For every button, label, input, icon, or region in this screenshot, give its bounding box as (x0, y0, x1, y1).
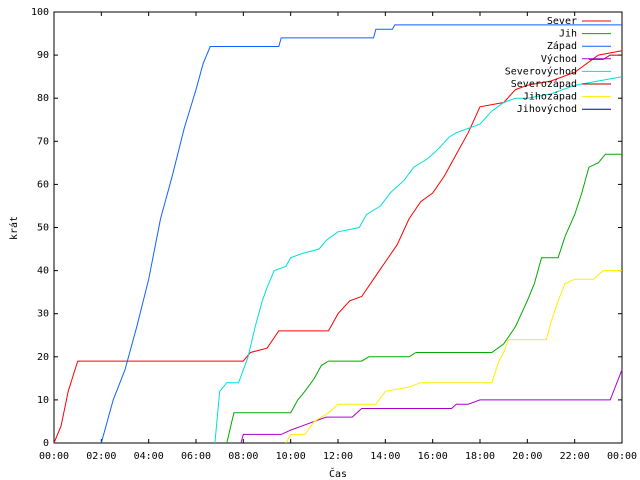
x-tick-label: 02:00 (86, 451, 116, 462)
y-tick-label: 20 (37, 352, 49, 363)
x-tick-label: 20:00 (512, 451, 542, 462)
legend-label: Jihovýchod (517, 103, 577, 115)
legend-label: Sever (547, 16, 577, 27)
series-line-4 (240, 369, 623, 444)
x-tick-label: 08:00 (228, 451, 258, 462)
x-tick-label: 06:00 (181, 451, 211, 462)
x-tick-label: 12:00 (323, 451, 353, 462)
y-tick-label: 100 (31, 7, 49, 18)
series-line-6 (588, 54, 622, 60)
x-tick-label: 04:00 (134, 451, 164, 462)
y-tick-label: 30 (37, 309, 49, 320)
y-tick-labels: 0 10 20 30 40 50 60 70 80 90 100 (31, 7, 49, 449)
series-lines (53, 24, 623, 444)
x-tick-label: 10:00 (276, 451, 306, 462)
legend-label: Jihozápad (523, 91, 577, 103)
x-tick-label: 00:00 (607, 451, 637, 462)
y-tick-label: 50 (37, 223, 49, 234)
y-tick-label: 90 (37, 50, 49, 61)
x-axis-label: Čas (329, 467, 347, 480)
x-tick-label: 18:00 (465, 451, 495, 462)
series-line-7 (285, 270, 622, 444)
y-tick-label: 40 (37, 266, 49, 277)
x-tick-label: 14:00 (370, 451, 400, 462)
y-tick-label: 0 (43, 438, 49, 449)
x-tick-label: 22:00 (560, 451, 590, 462)
y-tick-label: 10 (37, 395, 49, 406)
legend-label: Jih (559, 29, 577, 40)
series-line-2 (226, 153, 622, 444)
series-line-5 (214, 76, 623, 444)
legend-label: Východ (541, 53, 577, 65)
legend-label: Severozápad (511, 78, 577, 90)
legend: Sever JihZápadVýchodSeverovýchodSeverozáp… (505, 16, 611, 115)
y-tick-label: 60 (37, 179, 49, 190)
legend-label: Západ (547, 40, 577, 52)
y-tick-label: 80 (37, 93, 49, 104)
x-tick-labels: 00:00 02:00 04:00 06:00 08:00 10:00 12:00 14:00… (39, 451, 637, 462)
y-axis-label: krát (8, 216, 20, 240)
x-tick-label: 00:00 (39, 451, 69, 462)
x-tick-label: 16:00 (418, 451, 448, 462)
y-tick-label: 70 (37, 136, 49, 147)
series-line-3 (100, 24, 622, 444)
legend-label: Severovýchod (505, 65, 577, 77)
